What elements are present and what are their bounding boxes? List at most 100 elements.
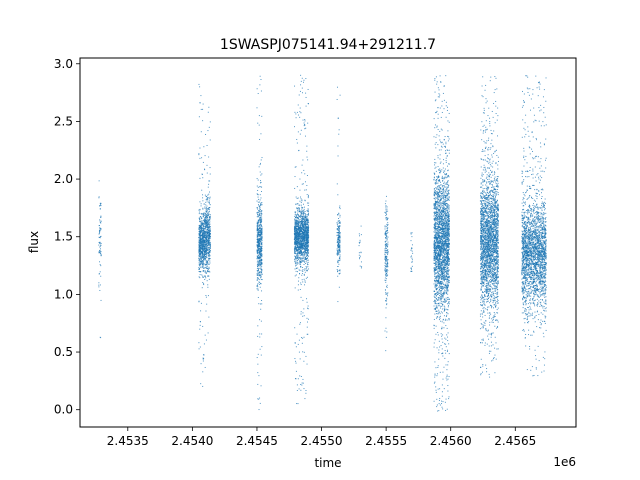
data-point	[260, 247, 262, 249]
data-point	[359, 241, 361, 243]
data-point	[294, 252, 296, 253]
data-point	[259, 222, 261, 224]
data-point	[439, 187, 441, 189]
data-point	[446, 255, 448, 256]
data-point	[307, 195, 309, 197]
data-point	[337, 234, 339, 236]
data-point	[436, 242, 438, 244]
data-point	[434, 294, 436, 296]
data-point	[208, 225, 210, 227]
data-point	[199, 277, 201, 279]
data-point	[435, 208, 437, 210]
data-point	[299, 178, 301, 180]
data-point	[298, 94, 300, 96]
data-point	[436, 398, 438, 400]
data-point	[305, 249, 307, 251]
data-point	[98, 197, 100, 199]
data-point	[305, 252, 307, 254]
data-point	[298, 251, 300, 253]
data-point	[204, 253, 206, 255]
data-point	[301, 240, 303, 242]
data-point	[260, 213, 262, 215]
data-point	[337, 262, 339, 264]
data-point	[199, 255, 201, 257]
data-point	[304, 248, 306, 250]
data-point	[209, 244, 211, 246]
data-point	[448, 232, 450, 234]
data-point	[204, 227, 206, 229]
data-point	[207, 286, 209, 288]
data-point	[299, 227, 301, 229]
data-point	[198, 154, 200, 156]
data-point	[209, 235, 211, 237]
data-point	[256, 274, 258, 276]
data-point	[261, 236, 263, 238]
data-point	[201, 251, 203, 253]
data-point	[436, 266, 438, 268]
data-point	[198, 242, 200, 244]
data-point	[203, 246, 205, 248]
data-point	[447, 298, 449, 300]
data-point	[259, 235, 261, 237]
data-point	[200, 244, 202, 246]
data-point	[260, 250, 262, 252]
data-point	[307, 231, 309, 233]
data-point	[199, 218, 201, 220]
data-point	[261, 186, 263, 188]
data-point	[296, 242, 298, 244]
data-point	[259, 262, 261, 264]
data-point	[384, 255, 386, 257]
data-point	[385, 259, 387, 261]
data-point	[200, 302, 202, 304]
data-point	[258, 215, 260, 217]
data-point	[301, 219, 303, 221]
data-point	[307, 218, 309, 220]
data-point	[441, 312, 443, 314]
data-point	[203, 343, 205, 345]
data-point	[306, 238, 308, 240]
data-point	[260, 246, 262, 248]
data-point	[200, 213, 202, 215]
data-point	[198, 348, 200, 350]
data-point	[205, 216, 207, 218]
data-point	[256, 227, 258, 229]
data-point	[444, 287, 446, 289]
data-point	[204, 220, 206, 222]
data-point	[436, 218, 438, 220]
data-point	[306, 255, 308, 257]
data-point	[305, 246, 307, 248]
data-point	[204, 231, 206, 233]
data-point	[307, 318, 309, 320]
data-point	[294, 263, 296, 265]
data-point	[337, 265, 339, 267]
data-point	[410, 256, 412, 258]
data-point	[209, 204, 211, 206]
data-point	[204, 207, 206, 209]
data-point	[205, 230, 207, 232]
data-point	[301, 92, 303, 94]
data-point	[297, 209, 299, 211]
data-point	[301, 218, 303, 220]
data-point	[207, 269, 209, 271]
data-point	[259, 240, 261, 242]
data-point	[440, 233, 442, 235]
data-point	[385, 200, 387, 202]
data-point	[299, 269, 301, 271]
data-point	[303, 221, 305, 222]
data-point	[294, 231, 296, 233]
data-point	[386, 261, 388, 263]
data-point	[298, 252, 300, 254]
data-point	[305, 217, 307, 219]
data-point	[205, 249, 207, 251]
data-point	[434, 251, 436, 253]
data-point	[300, 375, 302, 377]
data-point	[446, 233, 448, 235]
data-point	[434, 78, 436, 80]
data-point	[411, 232, 413, 234]
data-point	[199, 220, 201, 222]
data-point	[300, 204, 302, 206]
data-point	[208, 275, 210, 277]
data-point	[207, 284, 209, 286]
data-point	[257, 258, 259, 260]
data-point	[209, 260, 211, 262]
